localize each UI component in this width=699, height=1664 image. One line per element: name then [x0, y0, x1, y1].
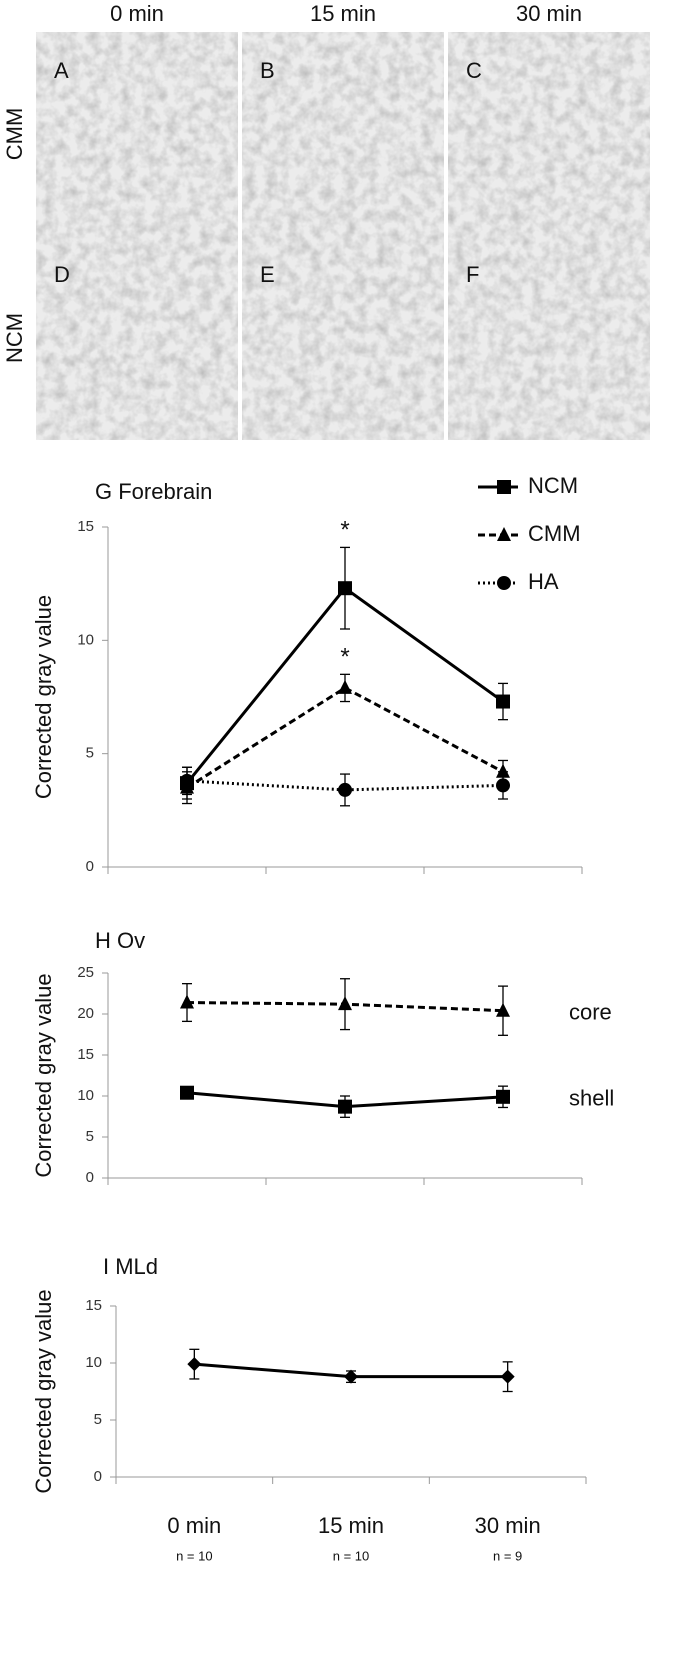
y-tick-label: 5: [86, 745, 94, 762]
micrograph-texture: [36, 236, 238, 440]
marker: [496, 778, 510, 793]
marker: [180, 773, 194, 788]
chart-title: I MLd: [103, 1254, 158, 1279]
y-tick-label: 5: [86, 1128, 94, 1145]
micrograph-texture: [242, 236, 444, 440]
marker: [496, 1089, 510, 1104]
row-label: NCM: [2, 313, 27, 363]
marker: [180, 994, 194, 1009]
series-line: [186, 686, 504, 789]
y-tick-label: 20: [77, 1005, 94, 1022]
marker: [500, 1369, 515, 1384]
y-axis-label: Corrected gray value: [31, 973, 56, 1177]
column-header: 15 min: [310, 1, 376, 26]
marker: [338, 782, 352, 797]
chart-title: H Ov: [95, 928, 145, 953]
sample-size: n = 9: [493, 1548, 522, 1563]
y-axis-label: Corrected gray value: [31, 1289, 56, 1493]
significance: *: [340, 517, 349, 544]
marker: [338, 1099, 352, 1114]
y-tick-label: 25: [77, 964, 94, 981]
legend-label: CMM: [528, 521, 581, 546]
y-tick-label: 0: [94, 1468, 102, 1485]
marker: [338, 581, 352, 596]
x-tick-label: 15 min: [318, 1513, 384, 1538]
y-tick-label: 15: [77, 1046, 94, 1063]
y-tick-label: 15: [77, 518, 94, 535]
column-header: 0 min: [110, 1, 164, 26]
legend-label: HA: [528, 569, 559, 594]
marker: [496, 763, 510, 778]
y-tick-label: 10: [85, 1354, 102, 1371]
micrograph-texture: [448, 236, 650, 440]
row-label: CMM: [2, 108, 27, 161]
series-label: core: [569, 1000, 612, 1025]
y-axis-label: Corrected gray value: [31, 595, 56, 799]
marker: [338, 996, 352, 1011]
panel-letter: B: [260, 58, 275, 83]
micrograph-grid: [36, 32, 650, 440]
legend-label: NCM: [528, 473, 578, 498]
x-tick-label: 0 min: [167, 1513, 221, 1538]
legend-marker: [497, 527, 511, 541]
x-tick-label: 30 min: [475, 1513, 541, 1538]
marker: [496, 694, 510, 709]
y-tick-label: 15: [85, 1297, 102, 1314]
sample-size: n = 10: [176, 1548, 213, 1563]
y-tick-label: 10: [77, 631, 94, 648]
micrograph-texture: [242, 32, 444, 236]
micrograph-texture: [448, 32, 650, 236]
marker: [496, 1002, 510, 1017]
marker: [180, 1085, 194, 1100]
micrograph-texture: [36, 32, 238, 236]
legend-marker: [497, 480, 511, 494]
series-label: shell: [569, 1086, 614, 1111]
panel-letter: C: [466, 58, 482, 83]
y-tick-label: 0: [86, 858, 94, 875]
panel-letter: F: [466, 262, 479, 287]
marker: [344, 1369, 358, 1384]
legend-marker: [497, 576, 511, 590]
marker: [338, 679, 352, 694]
panel-letter: D: [54, 262, 70, 287]
marker: [187, 1357, 202, 1372]
sample-size: n = 10: [333, 1548, 370, 1563]
y-tick-label: 10: [77, 1087, 94, 1104]
y-tick-label: 5: [94, 1411, 102, 1428]
y-tick-label: 0: [86, 1169, 94, 1186]
column-header: 30 min: [516, 1, 582, 26]
chart-title: G Forebrain: [95, 479, 212, 504]
panel-letter: A: [54, 58, 69, 83]
significance: *: [340, 644, 349, 671]
panel-letter: E: [260, 262, 275, 287]
